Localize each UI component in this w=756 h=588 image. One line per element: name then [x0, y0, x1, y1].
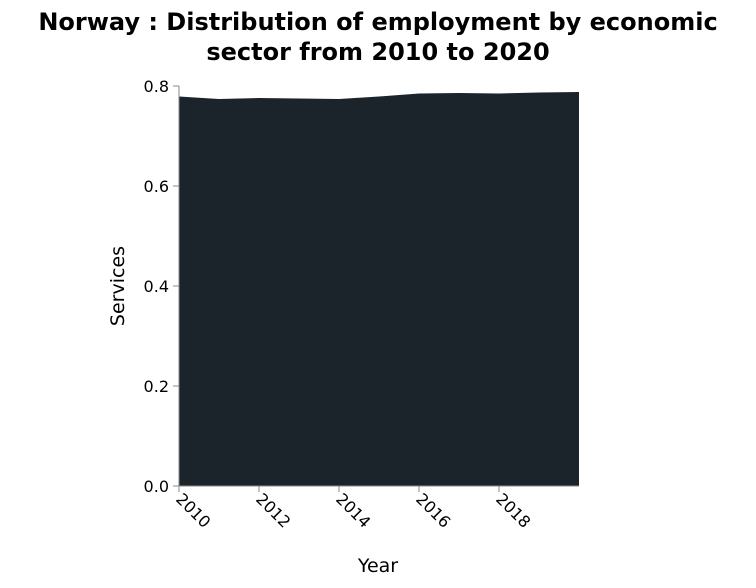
x-axis-title: Year — [357, 555, 398, 577]
y-axis: 0.0 0.2 0.4 0.6 0.8 — [144, 77, 180, 496]
plot-area — [179, 92, 579, 486]
x-axis: 2010 2012 2014 2016 2018 — [172, 485, 579, 532]
chart-title-line-2: sector from 2010 to 2020 — [206, 38, 549, 66]
y-tick-label: 0.2 — [144, 377, 169, 396]
chart-title-line-1: Norway : Distribution of employment by e… — [38, 8, 717, 36]
x-tick-label: 2018 — [492, 489, 534, 531]
y-tick-label: 0.6 — [144, 177, 169, 196]
x-tick-label: 2012 — [252, 489, 294, 531]
y-tick-label: 0.4 — [144, 277, 169, 296]
y-tick-label: 0.0 — [144, 477, 169, 496]
y-axis-title: Services — [107, 246, 129, 326]
x-tick-label: 2010 — [172, 489, 214, 531]
services-area — [179, 92, 579, 486]
x-tick-label: 2014 — [332, 489, 374, 531]
x-tick-label: 2016 — [412, 489, 454, 531]
chart-title: Norway : Distribution of employment by e… — [38, 8, 717, 66]
y-tick-label: 0.8 — [144, 77, 169, 96]
